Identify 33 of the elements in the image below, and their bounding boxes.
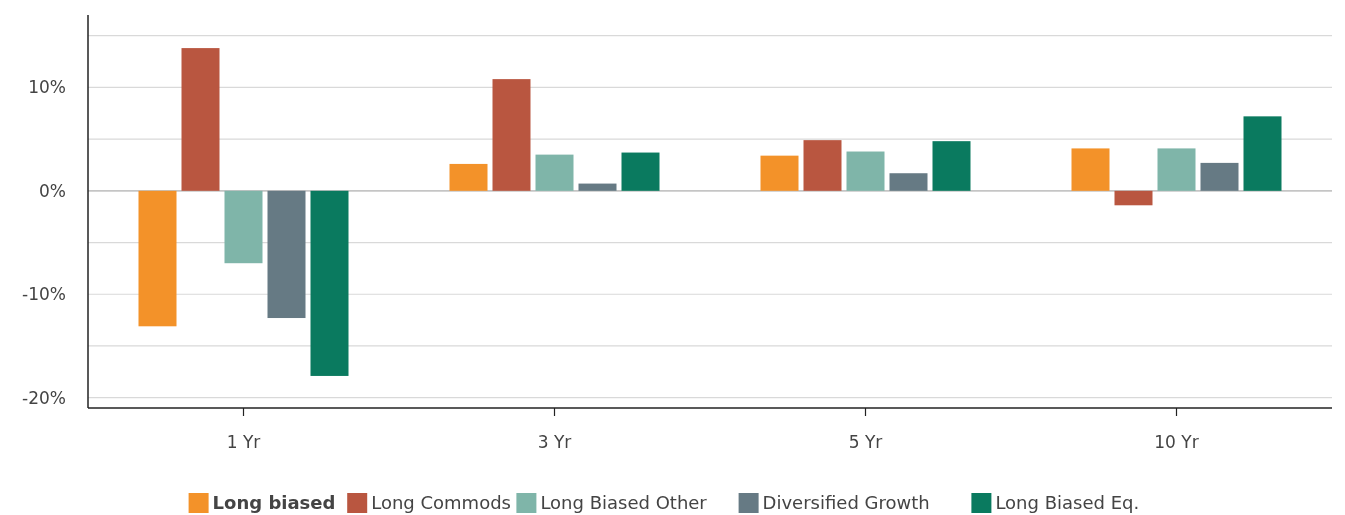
bar <box>492 79 531 191</box>
y-tick-label: -10% <box>22 284 66 305</box>
bar <box>1157 148 1196 191</box>
bar <box>621 152 660 191</box>
bar <box>138 190 177 327</box>
bar <box>1071 148 1110 191</box>
bar <box>267 190 306 319</box>
bar <box>578 183 617 191</box>
bar <box>181 48 220 191</box>
bar <box>1243 116 1282 191</box>
x-tick-label: 10 Yr <box>1154 431 1199 452</box>
x-tick-label: 3 Yr <box>537 431 572 452</box>
bar <box>889 173 928 191</box>
legend-label: Long biased <box>212 492 336 514</box>
legend-label: Long Biased Eq. <box>995 492 1140 514</box>
y-tick-label: 10% <box>28 77 66 98</box>
legend-label: Long Biased Other <box>540 492 708 514</box>
y-tick-label: 0% <box>39 180 66 201</box>
bar <box>803 140 842 191</box>
bar <box>760 155 799 191</box>
bar <box>535 154 574 191</box>
bar <box>449 163 488 191</box>
legend-label: Long Commods <box>371 492 511 514</box>
x-tick-label: 1 Yr <box>226 431 261 452</box>
bar <box>1114 190 1153 206</box>
bar <box>1200 162 1239 191</box>
legend-label: Diversified Growth <box>762 492 930 514</box>
y-tick-label: -20% <box>22 387 66 408</box>
x-tick-label: 5 Yr <box>848 431 883 452</box>
bar <box>932 141 971 191</box>
bar <box>310 190 349 376</box>
bar <box>224 190 263 264</box>
bar <box>846 151 885 191</box>
